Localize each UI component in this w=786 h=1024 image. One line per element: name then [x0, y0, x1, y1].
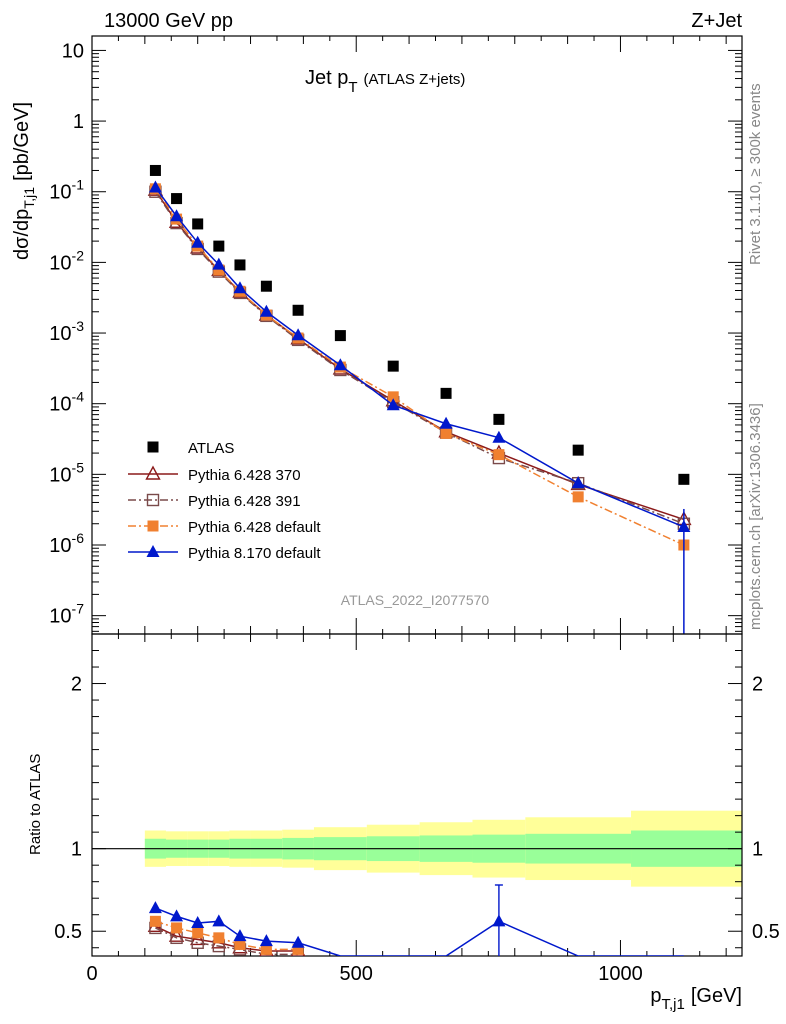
point-pythia-8-170-default [148, 180, 162, 193]
legend-label: Pythia 6.428 391 [188, 493, 301, 510]
point-pythia-8-170-default [212, 257, 226, 270]
series-line-pythia-6-428-default [154, 188, 685, 546]
legend-marker [146, 493, 160, 507]
y-tick-label: 10 [62, 40, 84, 62]
point-pythia-8-170-default [259, 304, 273, 317]
x-axis-label-unit: [GeV] [691, 985, 742, 1007]
legend-marker [145, 465, 161, 480]
ratio-frame [91, 633, 743, 957]
y-tick-label: 10-2 [49, 247, 84, 274]
y-axis-label-main-sub: T,j1 [21, 187, 37, 209]
y-tick-label: 10-5 [49, 459, 84, 486]
point-atlas [440, 387, 452, 399]
y-tick-label: 10-6 [49, 530, 84, 557]
y-tick-label: 10-3 [49, 318, 84, 345]
point-pythia-8-170-default [492, 430, 506, 443]
ratio-point-pythia-6-428-370 [190, 931, 206, 946]
legend-label: ATLAS [188, 440, 234, 457]
ratio-point-pythia-6-428-default [234, 938, 246, 950]
ratio-point-pythia-6-428-default [171, 922, 183, 934]
x-axis-label: pT,j1 [GeV] [650, 985, 742, 1013]
point-pythia-8-170-default [233, 281, 247, 294]
plot-title: Jet pT (ATLAS Z+jets) [305, 67, 465, 96]
ratio-point-pythia-8-170-default [291, 935, 305, 948]
point-atlas [171, 193, 183, 205]
legend-marker [147, 520, 159, 532]
ratio-point-pythia-6-428-default [292, 943, 304, 955]
point-atlas [334, 330, 346, 342]
ratio-point-pythia-8-170-default [170, 909, 184, 922]
header-left: 13000 GeV pp [104, 10, 233, 32]
point-atlas [149, 164, 161, 176]
side-label-bottom: mcplots.cern.ch [arXiv:1306.3436] [747, 403, 764, 630]
legend-label: Pythia 6.428 default [188, 519, 321, 536]
point-pythia-8-170-default [571, 476, 585, 489]
side-label-top: Rivet 3.1.10, ≥ 300k events [747, 83, 764, 265]
y-tick-label: 10-7 [49, 601, 84, 628]
point-pythia-8-170-default [191, 235, 205, 248]
ratio-y-tick-label: 1 [752, 839, 763, 861]
point-pythia-8-170-default [291, 328, 305, 341]
legend-label: Pythia 6.428 370 [188, 467, 301, 484]
ratio-series [147, 884, 684, 956]
header-right: Z+Jet [691, 10, 742, 32]
y-tick-label: 10-1 [49, 177, 84, 204]
point-pythia-8-170-default [439, 416, 453, 429]
point-pythia-6-428-default [493, 449, 505, 461]
ratio-y-tick-label: 0.5 [54, 921, 82, 943]
ratio-point-pythia-8-170-default [191, 915, 205, 928]
point-atlas [572, 444, 584, 456]
point-pythia-6-428-default [213, 264, 225, 276]
legend-label: Pythia 8.170 default [188, 545, 321, 562]
y-axis-label-main: dσ/dpT,j1[pb/GeV] [11, 102, 37, 260]
ratio-point-pythia-6-428-default [149, 915, 161, 927]
point-atlas [192, 218, 204, 230]
y-tick-label: 1 [73, 111, 84, 133]
point-atlas [678, 473, 690, 485]
ratio-point-pythia-6-428-default [213, 932, 225, 944]
ratio-point-pythia-6-428-default [260, 943, 272, 955]
ratio-point-pythia-6-428-370 [168, 927, 185, 942]
ratio-y-tick-label: 1 [71, 839, 82, 861]
plot-title-sub: T [348, 79, 357, 96]
point-pythia-8-170-default [386, 398, 400, 411]
point-pythia-6-428-default [572, 491, 584, 503]
ratio-point-pythia-8-170-default [233, 929, 247, 942]
point-atlas [260, 280, 272, 292]
legend: ATLAS Pythia 6.428 370 Pythia 6.428 391 Pyt… [128, 440, 321, 562]
ratio-y-tick-label: 0.5 [752, 921, 780, 943]
main-panel: 10-7 10-6 10-5 10-4 10-3 10-2 10-1 1 10 [49, 35, 743, 635]
point-pythia-8-170-default [170, 209, 184, 222]
legend-marker [147, 441, 159, 453]
point-pythia-6-428-default [387, 391, 399, 403]
point-pythia-8-170-default [333, 358, 347, 371]
point-atlas [292, 304, 304, 316]
plot-title-suffix: (ATLAS Z+jets) [364, 71, 466, 88]
ratio-y-tick-label: 2 [71, 674, 82, 696]
x-axis-label-sub: T,j1 [662, 996, 685, 1013]
point-pythia-6-428-default [440, 427, 452, 439]
x-tick-label: 1000 [598, 963, 643, 985]
y-axis-label-ratio: Ratio to ATLAS [27, 754, 44, 855]
point-atlas [493, 413, 505, 425]
ratio-point-pythia-6-428-default [192, 927, 204, 939]
point-atlas [387, 360, 399, 372]
ratio-point-pythia-8-170-default [259, 934, 273, 947]
x-tick-label: 500 [340, 963, 373, 985]
analysis-id: ATLAS_2022_I2077570 [341, 592, 490, 608]
y-axis-label-main-unit: [pb/GeV] [11, 102, 33, 181]
ratio-y-tick-label: 2 [752, 674, 763, 696]
ratio-point-pythia-8-170-default [148, 901, 162, 914]
ratio-point-pythia-8-170-default [212, 914, 226, 927]
ratio-panel: 0 500 1000 0.5 0.5 1 1 2 2 [54, 633, 780, 985]
y-tick-label: 10-4 [49, 389, 84, 416]
point-atlas [213, 240, 225, 252]
point-atlas [234, 259, 246, 271]
x-tick-label: 0 [86, 963, 97, 985]
legend-marker [146, 545, 160, 557]
